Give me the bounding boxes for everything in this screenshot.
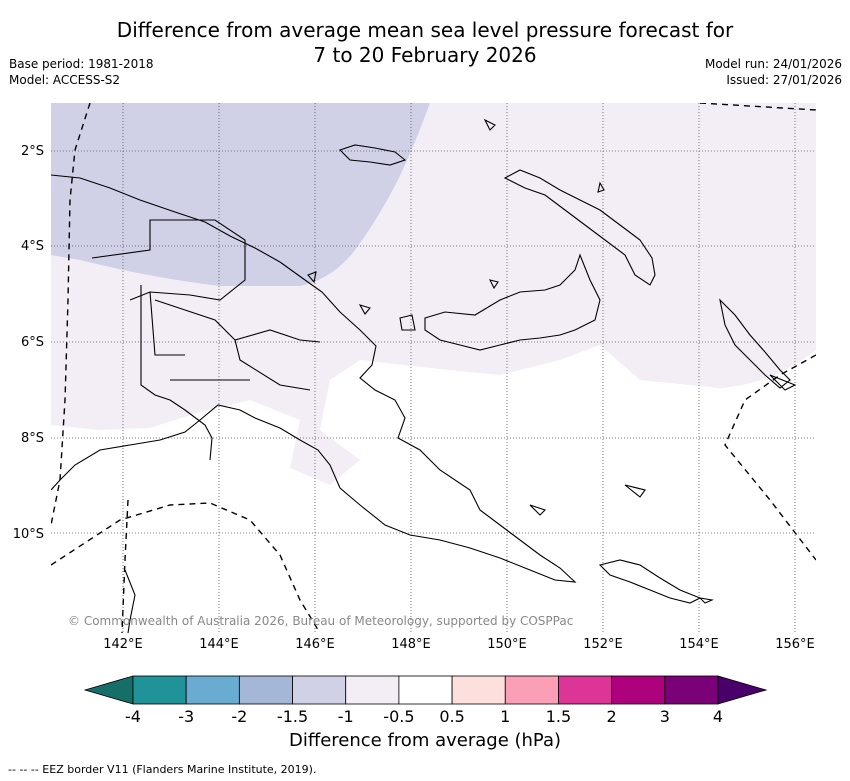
colorbar-box: [398, 675, 453, 705]
colorbar-box: [611, 675, 666, 705]
colorbar-tick: 3: [660, 707, 670, 726]
lon-label: 146°E: [295, 637, 335, 652]
anomaly-region-dark: [51, 103, 430, 286]
colorbar-box: [238, 675, 293, 705]
colorbar-tick: 1: [500, 707, 510, 726]
lat-label: 8°S: [21, 431, 44, 446]
lon-label: 142°E: [103, 637, 143, 652]
colorbar-extend-high: [717, 675, 768, 705]
colorbar-box: [558, 675, 613, 705]
map-area: [51, 103, 816, 633]
model-name: Model: ACCESS-S2: [9, 73, 121, 87]
manus-island: [338, 144, 407, 166]
issued-date: Issued: 27/01/2026: [726, 73, 842, 87]
colorbar-box: [345, 675, 400, 705]
copyright-notice: © Commonwealth of Australia 2026, Bureau…: [68, 614, 574, 628]
colorbar-tick: -1: [338, 707, 354, 726]
new-britain: [424, 253, 601, 351]
model-run: Model run: 24/01/2026: [704, 57, 842, 71]
lon-label: 150°E: [487, 637, 527, 652]
colorbar-label: Difference from average (hPa): [288, 730, 562, 751]
colorbar-box: [451, 675, 506, 705]
meta-left: Base period: 1981-2018 Model: ACCESS-S2: [9, 56, 154, 88]
cape-york: [124, 569, 136, 633]
lat-label: 4°S: [21, 239, 44, 254]
small-islands: [307, 118, 797, 604]
lon-label: 144°E: [199, 637, 239, 652]
lon-label: 152°E: [583, 637, 623, 652]
louisiade-islands: [598, 559, 702, 604]
colorbar-box: [504, 675, 559, 705]
colorbar-tick: -4: [125, 707, 141, 726]
colorbar-tick: 4: [713, 707, 723, 726]
colorbar-box: [185, 675, 240, 705]
title-line-1: Difference from average mean sea level p…: [116, 18, 734, 42]
title-line-2: 7 to 20 February 2026: [313, 43, 537, 67]
new-ireland: [503, 169, 656, 286]
lat-label: 6°S: [21, 335, 44, 350]
colorbar-tick: -3: [178, 707, 194, 726]
colorbar-extend-low: [83, 675, 134, 705]
lon-label: 156°E: [775, 637, 815, 652]
coastlines: [51, 118, 797, 633]
colorbar-tick: 2: [607, 707, 617, 726]
eez-legend: -- -- -- EEZ border V11 (Flanders Marine…: [8, 763, 317, 776]
lat-label: 10°S: [13, 527, 44, 542]
base-period: Base period: 1981-2018: [9, 57, 154, 71]
colorbar-tick: 1.5: [546, 707, 571, 726]
lon-label: 148°E: [391, 637, 431, 652]
colorbar-tick: 0.5: [439, 707, 464, 726]
colorbar-tick: -0.5: [383, 707, 414, 726]
colorbar-tick: -2: [231, 707, 247, 726]
lon-label: 154°E: [679, 637, 719, 652]
bougainville: [719, 298, 791, 389]
graticule: [51, 103, 816, 633]
meta-right: Model run: 24/01/2026 Issued: 27/01/2026: [705, 56, 842, 88]
border-png-indonesia: [140, 285, 213, 461]
map-title: Difference from average mean sea level p…: [0, 18, 850, 68]
colorbar-box: [664, 675, 719, 705]
province-lines: [91, 219, 321, 391]
new-guinea-coast: [51, 174, 577, 583]
lat-label: 2°S: [21, 144, 44, 159]
colorbar-box: [132, 675, 187, 705]
colorbar-tick: -1.5: [277, 707, 308, 726]
colorbar-box: [292, 675, 347, 705]
